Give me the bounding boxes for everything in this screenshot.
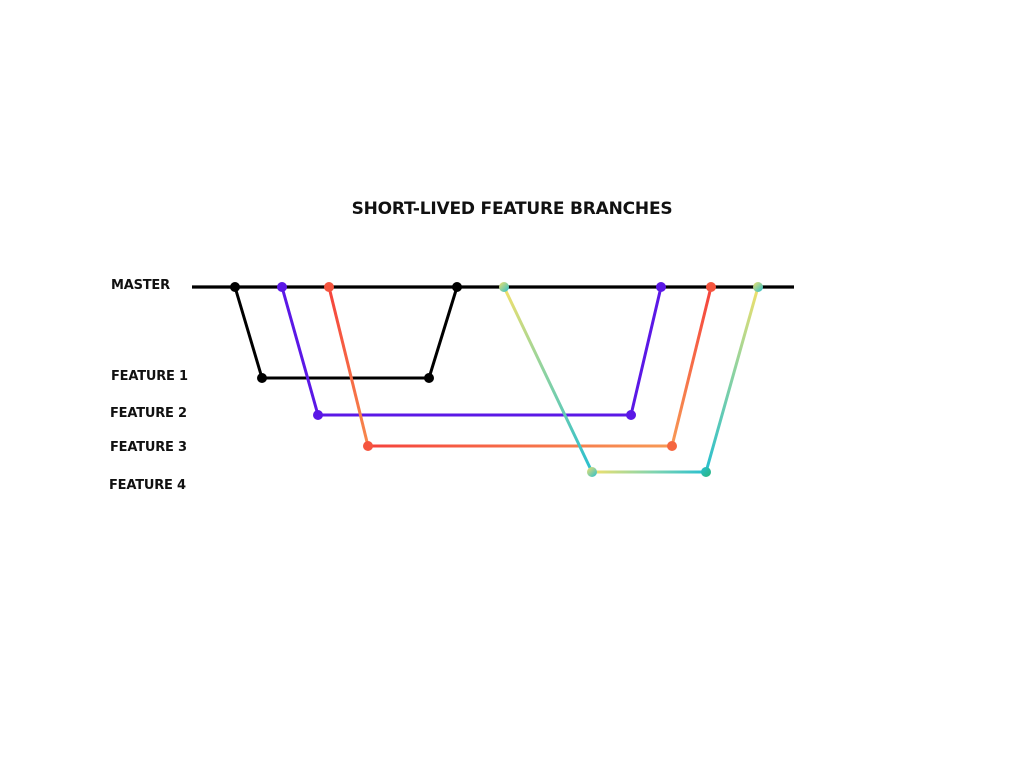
commit-dot-feature-3-merge [706, 282, 716, 292]
commit-dot-feature-4-merge [753, 282, 763, 292]
commit-dot-feature-3-end [667, 441, 677, 451]
commit-dot-feature-4-start [587, 467, 597, 477]
branch-label-feature-2: FEATURE 2 [110, 406, 187, 421]
feature-1-branch-line [233, 286, 459, 380]
branch-label-feature-3: FEATURE 3 [110, 440, 187, 455]
commit-dot-feature-4-branch [499, 282, 509, 292]
commit-dot-feature-2-end [626, 410, 636, 420]
commit-dot-feature-1-branch [230, 282, 240, 292]
branch-label-master: MASTER [111, 278, 170, 293]
commit-dot-feature-1-end [424, 373, 434, 383]
commit-dot-feature-2-merge [656, 282, 666, 292]
branch-label-feature-1: FEATURE 1 [111, 369, 188, 384]
commit-dot-feature-3-start [363, 441, 373, 451]
commit-dot-feature-1-start [257, 373, 267, 383]
commit-dot-feature-2-branch [277, 282, 287, 292]
feature-4-branch-out [502, 286, 594, 473]
feature-3-branch-out [327, 286, 370, 447]
feature-2-branch-line [280, 286, 663, 417]
feature-3-merge-line [670, 286, 713, 447]
feature-4-merge-line [704, 286, 760, 473]
commit-dot-feature-4-end [701, 467, 711, 477]
commit-dot-feature-3-branch [324, 282, 334, 292]
commit-dot-feature-1-merge [452, 282, 462, 292]
branch-label-feature-4: FEATURE 4 [109, 478, 186, 493]
commit-dot-feature-2-start [313, 410, 323, 420]
diagram-title: SHORT-LIVED FEATURE BRANCHES [351, 199, 673, 219]
